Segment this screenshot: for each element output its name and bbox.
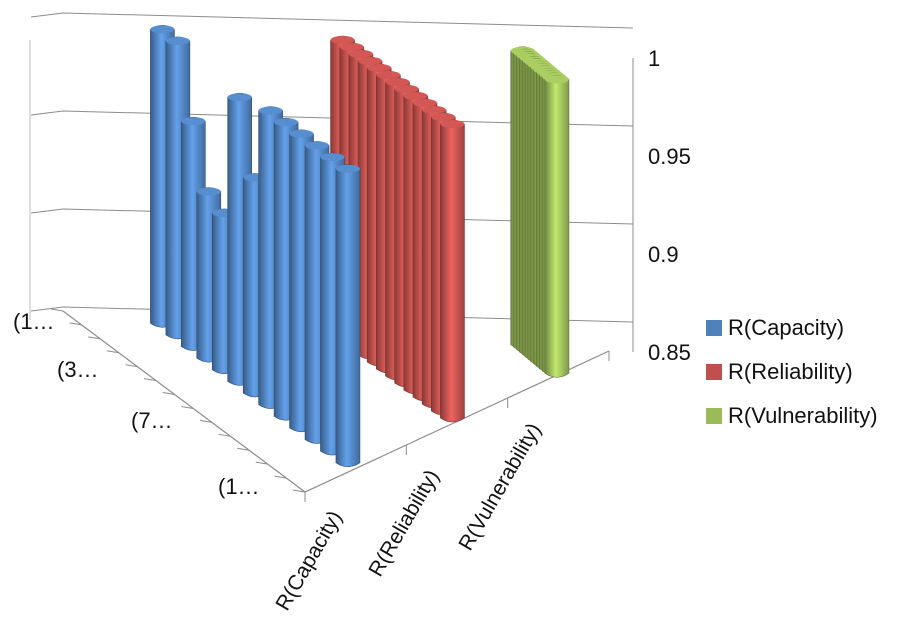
depth-tick-8 — [199, 419, 213, 423]
depth-tick-11 — [255, 461, 268, 465]
legend-swatch-reliability — [706, 363, 722, 380]
z-tick-label-0: 0.85 — [648, 340, 691, 365]
legend-label-capacity: R(Capacity) — [728, 314, 845, 340]
legend-label-vulnerability: R(Vulnerability) — [728, 402, 878, 428]
legend-item-reliability: R(Reliability) — [706, 356, 918, 387]
depth-tick-2 — [88, 336, 101, 340]
bar-rcapacity-12 — [335, 164, 361, 467]
depth-tick-label-1: (3… — [57, 357, 99, 382]
depth-tick-label-2: (7… — [131, 408, 173, 433]
category-label-1: R(Reliability) — [364, 466, 443, 581]
depth-tick-10 — [237, 447, 250, 451]
depth-tick-9 — [218, 433, 231, 437]
category-label-2: R(Vulnerability) — [454, 419, 545, 554]
depth-tick-label-3: (1… — [218, 474, 260, 499]
gridline-3 — [30, 12, 634, 29]
bar-rreliability-12 — [440, 119, 465, 423]
legend-swatch-capacity — [706, 319, 722, 336]
z-tick-label-1: 0.9 — [648, 242, 679, 267]
legend-swatch-vulnerability — [706, 407, 722, 424]
category-label-0: R(Capacity) — [271, 507, 346, 615]
z-tick-label-3: 1 — [648, 46, 660, 71]
legend-label-reliability: R(Reliability) — [728, 358, 853, 384]
chart-bars — [150, 25, 570, 467]
depth-tick-1 — [69, 322, 82, 326]
chart-floor — [50, 308, 610, 502]
depth-tick-7 — [181, 405, 194, 409]
legend-item-vulnerability: R(Vulnerability) — [706, 400, 918, 431]
legend-item-capacity: R(Capacity) — [706, 312, 918, 343]
depth-tick-5 — [143, 378, 157, 382]
depth-tick-4 — [125, 364, 138, 368]
bar-rvulnerability-12 — [544, 75, 570, 378]
chart-legend: R(Capacity) R(Reliability) R(Vulnerabili… — [706, 312, 918, 444]
depth-tick-13 — [292, 489, 306, 493]
depth-tick-3 — [106, 350, 119, 354]
depth-tick-6 — [162, 392, 175, 396]
depth-tick-0 — [50, 308, 64, 312]
z-tick-label-2: 0.95 — [648, 144, 691, 169]
depth-tick-12 — [274, 475, 287, 479]
depth-tick-label-0: (1… — [13, 309, 55, 334]
